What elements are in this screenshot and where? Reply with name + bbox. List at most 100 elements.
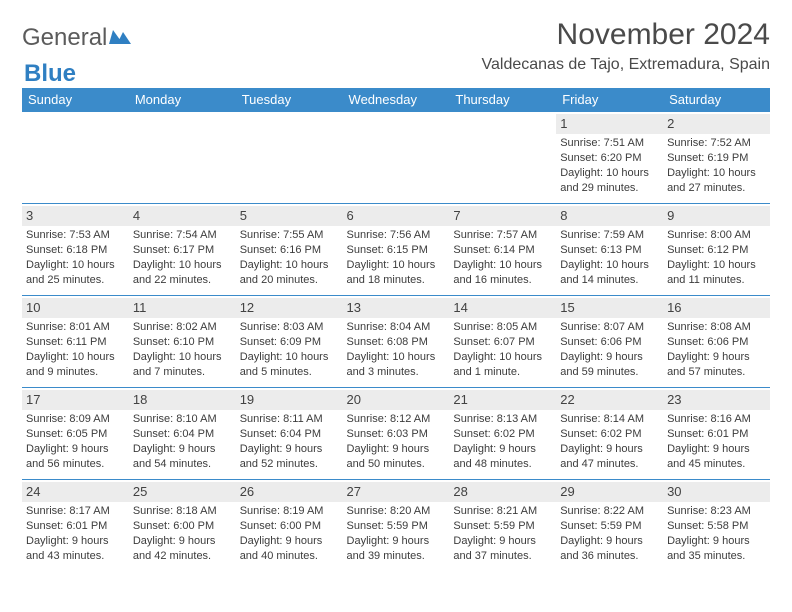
calendar-cell: 29Sunrise: 8:22 AMSunset: 5:59 PMDayligh…	[556, 480, 663, 572]
calendar-row: 24 Sunrise: 8:17 AMSunset: 6:01 PMDayligh…	[22, 480, 770, 572]
dow-row: Sunday Monday Tuesday Wednesday Thursday…	[22, 88, 770, 112]
day-number-row: 3	[22, 206, 129, 226]
brand-triangle-icon	[109, 28, 131, 49]
day-info: Sunrise: 7:53 AMSunset: 6:18 PMDaylight:…	[26, 228, 125, 287]
calendar-cell: 3 Sunrise: 7:53 AMSunset: 6:18 PMDaylight…	[22, 204, 129, 296]
day-number: 7	[453, 208, 460, 223]
calendar-cell: 19Sunrise: 8:11 AMSunset: 6:04 PMDayligh…	[236, 388, 343, 480]
day-number: 17	[26, 392, 40, 407]
day-number: 13	[347, 300, 361, 315]
dow-saturday: Saturday	[663, 88, 770, 112]
day-info: Sunrise: 7:56 AMSunset: 6:15 PMDaylight:…	[347, 228, 446, 287]
calendar-cell: 26Sunrise: 8:19 AMSunset: 6:00 PMDayligh…	[236, 480, 343, 572]
dow-thursday: Thursday	[449, 88, 556, 112]
day-number-row: 29	[556, 482, 663, 502]
calendar-cell: 13Sunrise: 8:04 AMSunset: 6:08 PMDayligh…	[343, 296, 450, 388]
day-number-row: 14	[449, 298, 556, 318]
calendar-cell: 23 Sunrise: 8:16 AMSunset: 6:01 PMDayligh…	[663, 388, 770, 480]
day-number: 25	[133, 484, 147, 499]
day-number-row: 30	[663, 482, 770, 502]
dow-tuesday: Tuesday	[236, 88, 343, 112]
day-info: Sunrise: 8:21 AMSunset: 5:59 PMDaylight:…	[453, 504, 552, 563]
day-number: 26	[240, 484, 254, 499]
day-number: 23	[667, 392, 681, 407]
day-number-row: 18	[129, 390, 236, 410]
location-text: Valdecanas de Tajo, Extremadura, Spain	[482, 56, 770, 74]
day-number-row: 27	[343, 482, 450, 502]
day-number-row: 25	[129, 482, 236, 502]
day-info: Sunrise: 8:14 AMSunset: 6:02 PMDaylight:…	[560, 412, 659, 471]
day-number: 15	[560, 300, 574, 315]
calendar-cell: 5 Sunrise: 7:55 AMSunset: 6:16 PMDaylight…	[236, 204, 343, 296]
calendar-cell: 27Sunrise: 8:20 AMSunset: 5:59 PMDayligh…	[343, 480, 450, 572]
day-info: Sunrise: 8:23 AMSunset: 5:58 PMDaylight:…	[667, 504, 766, 563]
day-info: Sunrise: 8:12 AMSunset: 6:03 PMDaylight:…	[347, 412, 446, 471]
day-number: 4	[133, 208, 140, 223]
day-number-row: 16	[663, 298, 770, 318]
day-number-row: 20	[343, 390, 450, 410]
day-number: 30	[667, 484, 681, 499]
day-number-row: 17	[22, 390, 129, 410]
calendar-cell	[343, 112, 450, 204]
day-info: Sunrise: 7:55 AMSunset: 6:16 PMDaylight:…	[240, 228, 339, 287]
calendar-cell	[129, 112, 236, 204]
day-number: 1	[560, 116, 567, 131]
calendar-cell	[236, 112, 343, 204]
day-number: 3	[26, 208, 33, 223]
day-number-row: 22	[556, 390, 663, 410]
day-info: Sunrise: 8:08 AMSunset: 6:06 PMDaylight:…	[667, 320, 766, 379]
day-info: Sunrise: 8:07 AMSunset: 6:06 PMDaylight:…	[560, 320, 659, 379]
brand-text-gray: General	[22, 24, 107, 52]
calendar-cell: 30 Sunrise: 8:23 AMSunset: 5:58 PMDayligh…	[663, 480, 770, 572]
day-number: 20	[347, 392, 361, 407]
day-info: Sunrise: 7:51 AMSunset: 6:20 PMDaylight:…	[560, 136, 659, 195]
calendar-cell: 7Sunrise: 7:57 AMSunset: 6:14 PMDaylight…	[449, 204, 556, 296]
day-number: 28	[453, 484, 467, 499]
day-number-row: 12	[236, 298, 343, 318]
day-number-row: 21	[449, 390, 556, 410]
day-number: 16	[667, 300, 681, 315]
calendar-cell: 10Sunrise: 8:01 AMSunset: 6:11 PMDayligh…	[22, 296, 129, 388]
day-number: 29	[560, 484, 574, 499]
day-number-row: 28	[449, 482, 556, 502]
day-info: Sunrise: 8:00 AMSunset: 6:12 PMDaylight:…	[667, 228, 766, 287]
calendar-cell: 12 Sunrise: 8:03 AMSunset: 6:09 PMDayligh…	[236, 296, 343, 388]
day-number: 14	[453, 300, 467, 315]
calendar-row: 3 Sunrise: 7:53 AMSunset: 6:18 PMDaylight…	[22, 204, 770, 296]
day-number: 9	[667, 208, 674, 223]
day-number-row: 1	[556, 114, 663, 134]
day-number: 18	[133, 392, 147, 407]
day-info: Sunrise: 8:03 AMSunset: 6:09 PMDaylight:…	[240, 320, 339, 379]
day-number-row: 4	[129, 206, 236, 226]
day-number-row: 6	[343, 206, 450, 226]
calendar-row: 17Sunrise: 8:09 AMSunset: 6:05 PMDayligh…	[22, 388, 770, 480]
dow-wednesday: Wednesday	[343, 88, 450, 112]
day-number: 24	[26, 484, 40, 499]
day-number: 19	[240, 392, 254, 407]
calendar-cell: 11Sunrise: 8:02 AMSunset: 6:10 PMDayligh…	[129, 296, 236, 388]
day-number-row: 13	[343, 298, 450, 318]
day-number: 5	[240, 208, 247, 223]
day-number: 22	[560, 392, 574, 407]
calendar-cell: 17Sunrise: 8:09 AMSunset: 6:05 PMDayligh…	[22, 388, 129, 480]
day-info: Sunrise: 8:16 AMSunset: 6:01 PMDaylight:…	[667, 412, 766, 471]
title-block: November 2024 Valdecanas de Tajo, Extrem…	[482, 18, 770, 80]
day-number-row: 24	[22, 482, 129, 502]
calendar-cell: 6 Sunrise: 7:56 AMSunset: 6:15 PMDaylight…	[343, 204, 450, 296]
brand-text-blue: Blue	[24, 60, 76, 87]
dow-monday: Monday	[129, 88, 236, 112]
day-number: 12	[240, 300, 254, 315]
calendar-cell: 8Sunrise: 7:59 AMSunset: 6:13 PMDaylight…	[556, 204, 663, 296]
day-info: Sunrise: 8:17 AMSunset: 6:01 PMDaylight:…	[26, 504, 125, 563]
day-number-row: 23	[663, 390, 770, 410]
day-info: Sunrise: 8:05 AMSunset: 6:07 PMDaylight:…	[453, 320, 552, 379]
day-number: 6	[347, 208, 354, 223]
day-info: Sunrise: 8:02 AMSunset: 6:10 PMDaylight:…	[133, 320, 232, 379]
day-number-row: 26	[236, 482, 343, 502]
day-number-row: 19	[236, 390, 343, 410]
calendar-cell: 24 Sunrise: 8:17 AMSunset: 6:01 PMDayligh…	[22, 480, 129, 572]
day-number-row: 9	[663, 206, 770, 226]
calendar-row: 10Sunrise: 8:01 AMSunset: 6:11 PMDayligh…	[22, 296, 770, 388]
brand-logo: General	[22, 18, 131, 52]
calendar-cell: 9 Sunrise: 8:00 AMSunset: 6:12 PMDaylight…	[663, 204, 770, 296]
